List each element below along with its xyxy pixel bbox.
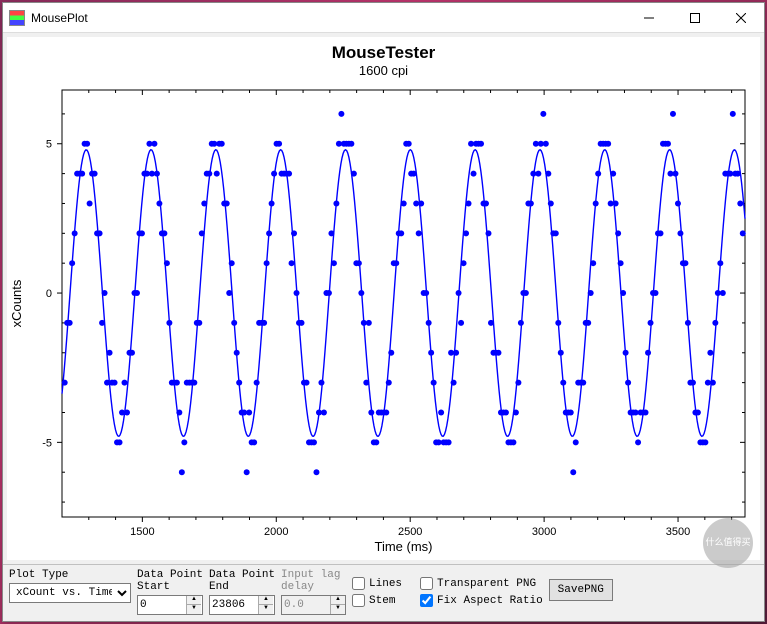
data-start-group: Data Point Start ▲▼ [137, 569, 203, 615]
plot-area: MouseTester 1600 cpi 1500 2000 2500 3000 350… [7, 37, 760, 560]
svg-text:-5: -5 [42, 437, 52, 449]
input-lag-spinner: ▲▼ [281, 595, 346, 615]
fix-checkbox[interactable] [420, 594, 433, 607]
plot-type-select[interactable]: xCount vs. TimeyCount vs. TimeInterval v… [9, 583, 131, 603]
fix-label: Fix Aspect Ratio [437, 595, 543, 607]
svg-text:xCounts: xCounts [9, 279, 24, 327]
close-button[interactable] [718, 3, 764, 33]
svg-text:3500: 3500 [666, 526, 690, 538]
svg-text:1500: 1500 [130, 526, 154, 538]
titlebar: MousePlot [3, 3, 764, 33]
checkbox-col-2: Transparent PNG Fix Aspect Ratio [420, 577, 543, 607]
plot-type-label: Plot Type [9, 569, 131, 581]
data-start-label: Data Point Start [137, 569, 203, 593]
data-end-group: Data Point End ▲▼ [209, 569, 275, 615]
lines-checkbox-row[interactable]: Lines [352, 577, 402, 590]
stem-checkbox-row[interactable]: Stem [352, 594, 402, 607]
input-lag-input [282, 596, 330, 614]
stem-label: Stem [369, 595, 395, 607]
lines-label: Lines [369, 578, 402, 590]
controls-panel: Plot Type xCount vs. TimeyCount vs. Time… [3, 564, 764, 621]
data-start-input[interactable] [138, 596, 186, 614]
svg-text:Time (ms): Time (ms) [374, 539, 432, 554]
chart-canvas: 1500 2000 2500 3000 3500 -5 0 5 Time (ms) xCounts [7, 82, 760, 557]
spinner-down-icon: ▼ [331, 605, 345, 614]
app-window: MousePlot MouseTester 1600 cpi 1500 2000 2… [2, 2, 765, 622]
data-end-spinner[interactable]: ▲▼ [209, 595, 275, 615]
plot-type-group: Plot Type xCount vs. TimeyCount vs. Time… [9, 569, 131, 603]
fix-checkbox-row[interactable]: Fix Aspect Ratio [420, 594, 543, 607]
transparent-label: Transparent PNG [437, 578, 536, 590]
transparent-checkbox[interactable] [420, 577, 433, 590]
window-controls [626, 3, 764, 33]
spinner-up-icon[interactable]: ▲ [187, 596, 201, 605]
data-start-spinner[interactable]: ▲▼ [137, 595, 203, 615]
svg-text:0: 0 [46, 288, 52, 300]
data-end-input[interactable] [210, 596, 258, 614]
spinner-down-icon[interactable]: ▼ [259, 605, 273, 614]
stem-checkbox[interactable] [352, 594, 365, 607]
spinner-down-icon[interactable]: ▼ [187, 605, 201, 614]
svg-text:5: 5 [46, 139, 52, 151]
checkbox-col-1: Lines Stem [352, 577, 402, 607]
window-title: MousePlot [31, 11, 626, 25]
svg-text:2000: 2000 [264, 526, 288, 538]
svg-text:2500: 2500 [398, 526, 422, 538]
save-png-button[interactable]: SavePNG [549, 579, 613, 601]
chart-subtitle: 1600 cpi [7, 63, 760, 82]
input-lag-group: Input lag delay ▲▼ [281, 569, 346, 615]
lines-checkbox[interactable] [352, 577, 365, 590]
data-end-label: Data Point End [209, 569, 275, 593]
input-lag-label: Input lag delay [281, 569, 346, 593]
spinner-up-icon[interactable]: ▲ [259, 596, 273, 605]
minimize-button[interactable] [626, 3, 672, 33]
chart-title: MouseTester [7, 37, 760, 63]
svg-text:3000: 3000 [532, 526, 556, 538]
maximize-button[interactable] [672, 3, 718, 33]
app-icon [9, 10, 25, 26]
transparent-checkbox-row[interactable]: Transparent PNG [420, 577, 543, 590]
spinner-up-icon: ▲ [331, 596, 345, 605]
